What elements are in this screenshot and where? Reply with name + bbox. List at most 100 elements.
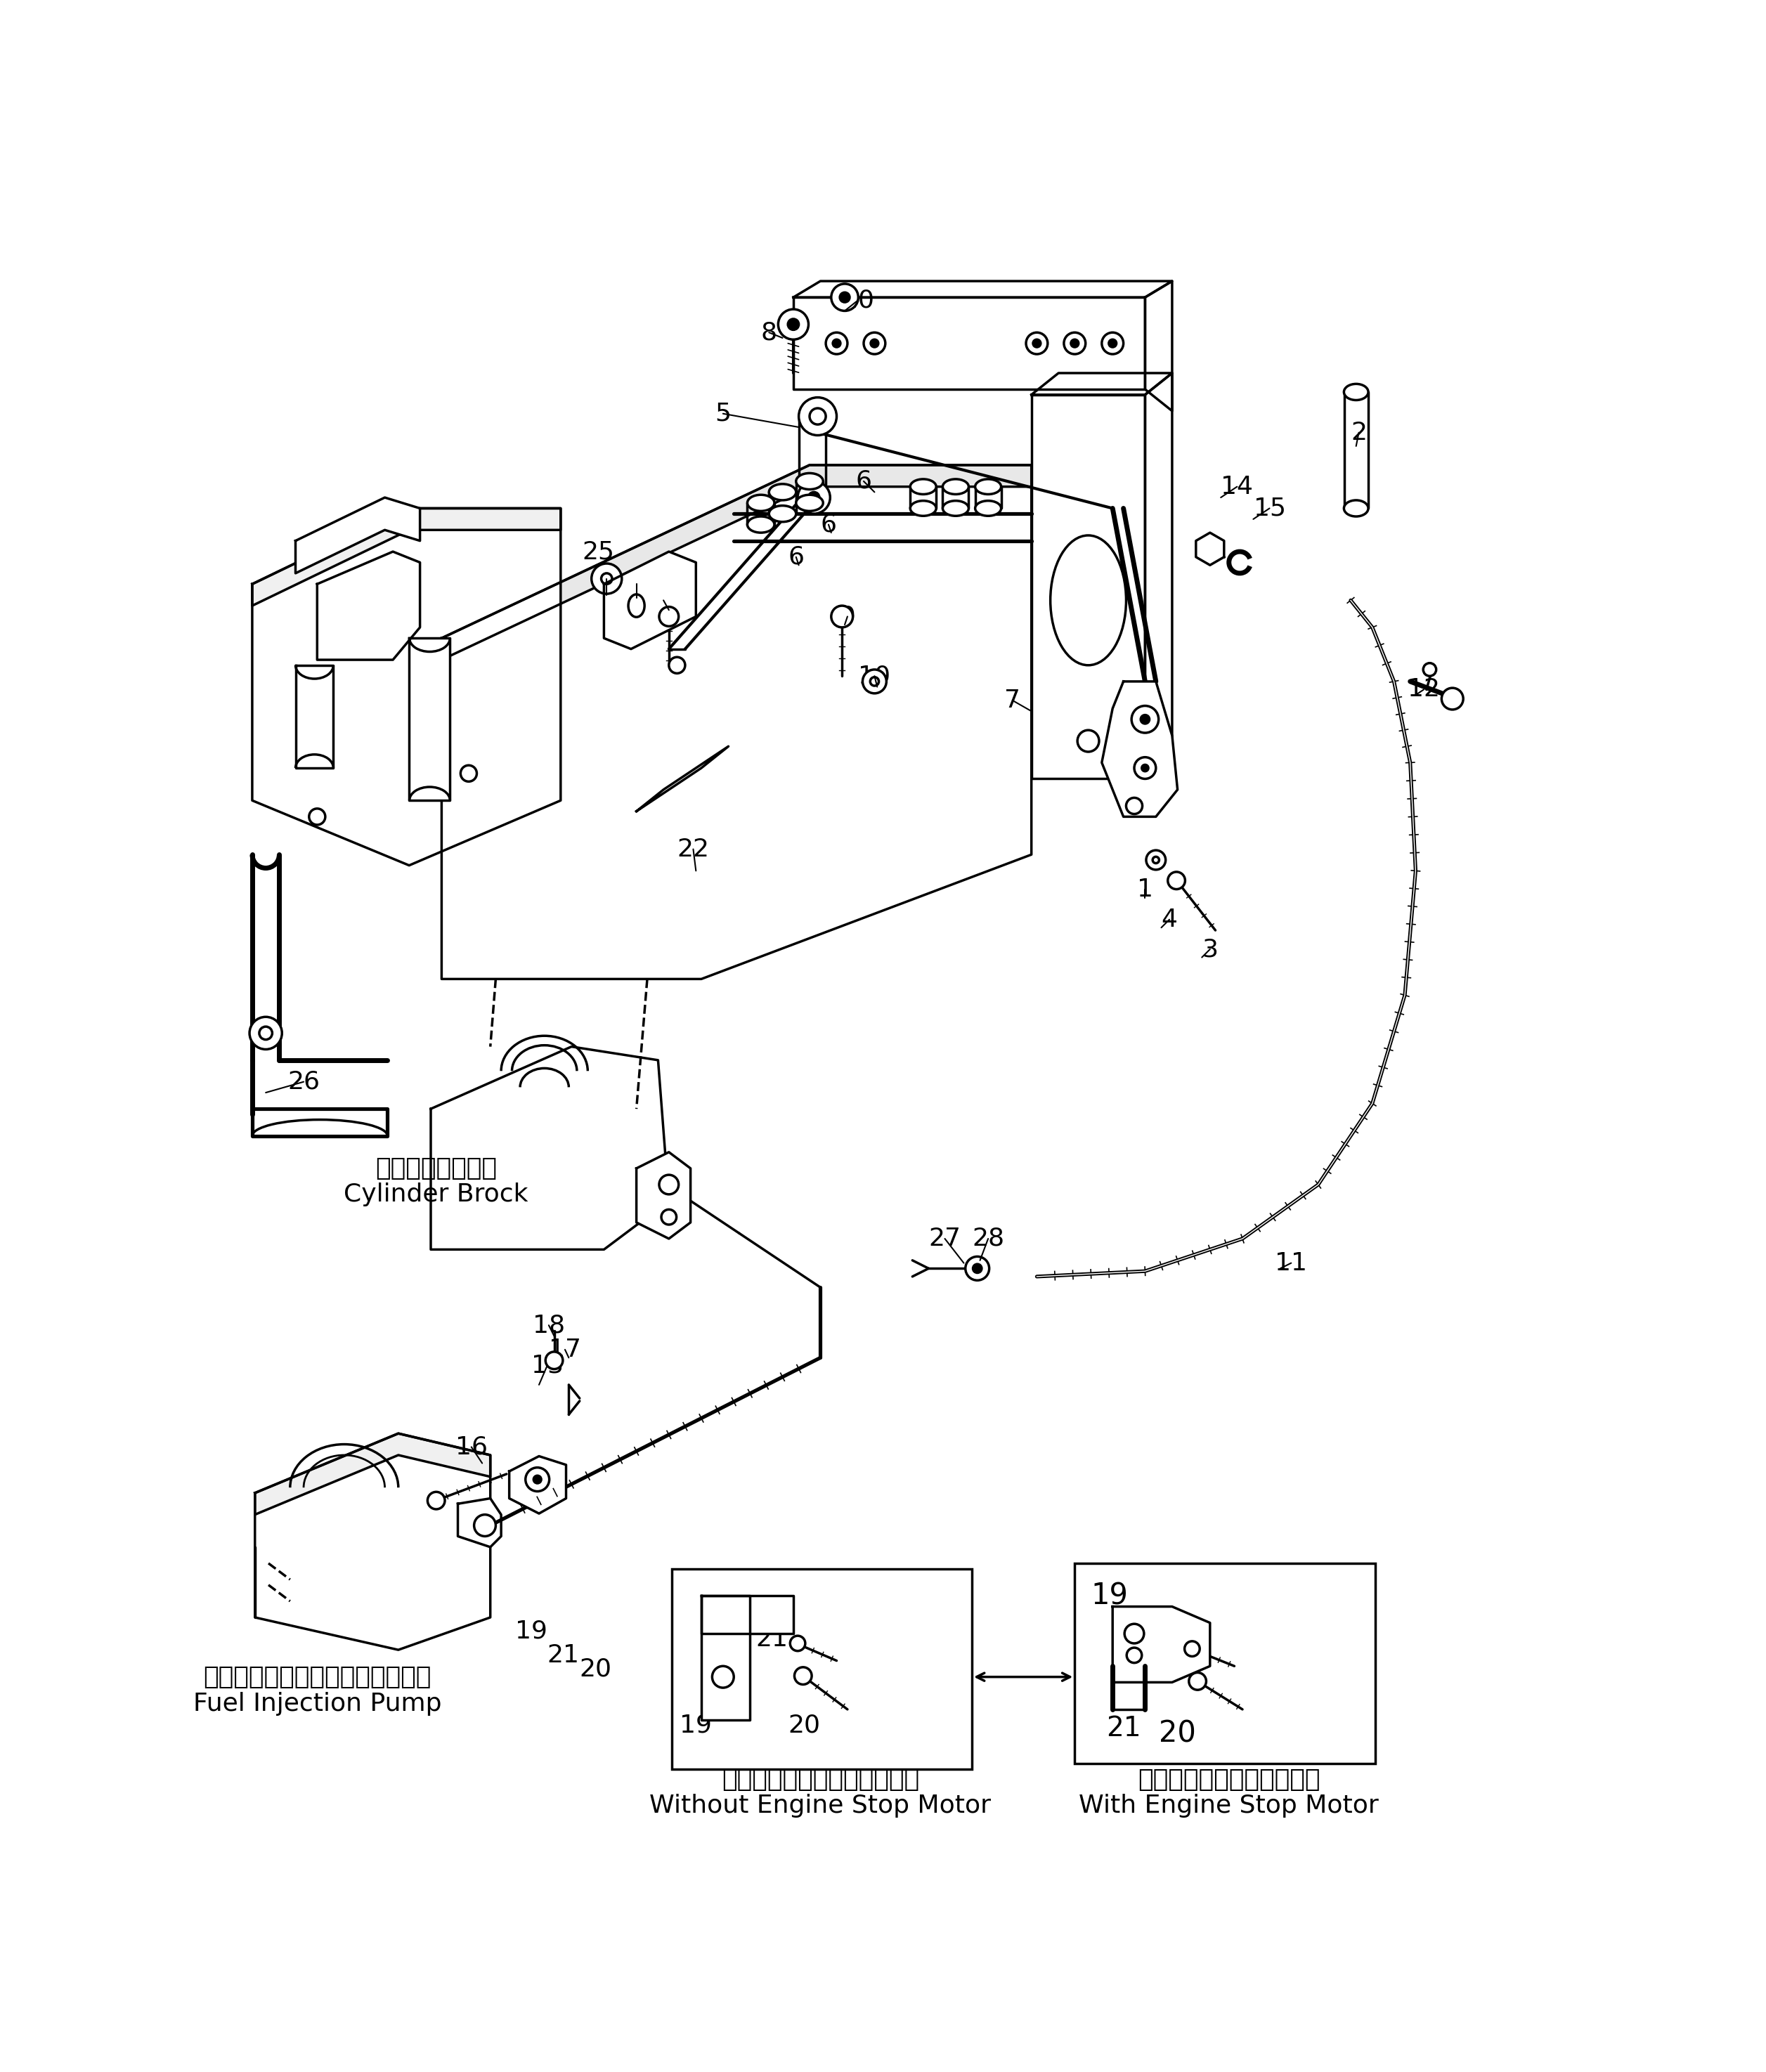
Circle shape [1125,1624,1144,1643]
Circle shape [864,332,885,354]
Text: 6: 6 [855,470,872,493]
Text: 12: 12 [1408,678,1439,702]
Ellipse shape [1344,383,1369,400]
Polygon shape [1144,373,1173,789]
Bar [671,1569,971,1769]
Polygon shape [1113,1606,1210,1682]
Circle shape [1185,1641,1199,1656]
Polygon shape [254,1434,491,1515]
Bar [1075,1562,1376,1763]
Text: 19: 19 [680,1714,712,1738]
Circle shape [260,1026,272,1040]
Circle shape [795,1668,812,1685]
Text: Cylinder Brock: Cylinder Brock [344,1183,528,1206]
Circle shape [788,319,798,329]
Polygon shape [793,296,1144,390]
Polygon shape [410,638,450,800]
Text: Fuel Injection Pump: Fuel Injection Pump [192,1693,442,1716]
Circle shape [798,481,830,514]
Polygon shape [1196,533,1224,566]
Text: エンジンストップモータなし: エンジンストップモータなし [722,1767,918,1792]
Text: 18: 18 [533,1314,565,1336]
Text: 10: 10 [842,288,874,313]
Circle shape [659,1175,678,1193]
Circle shape [461,765,477,781]
Circle shape [832,284,858,311]
Circle shape [526,1467,549,1492]
Ellipse shape [768,506,796,522]
Circle shape [546,1351,563,1370]
Polygon shape [636,1152,691,1239]
Circle shape [1141,715,1150,723]
Circle shape [1033,340,1040,348]
Circle shape [871,678,879,686]
Text: 11: 11 [1275,1251,1307,1274]
Text: 27: 27 [929,1227,961,1251]
Text: 22: 22 [676,837,710,862]
Ellipse shape [943,501,970,516]
Polygon shape [253,1109,387,1135]
Text: 1: 1 [1137,879,1153,901]
Ellipse shape [768,485,796,499]
Text: 20: 20 [579,1658,613,1680]
Polygon shape [701,1595,751,1720]
Circle shape [473,1515,496,1535]
Text: 8: 8 [761,321,777,344]
Polygon shape [253,508,560,866]
Circle shape [862,669,887,694]
Circle shape [832,605,853,628]
Text: 6: 6 [788,545,804,570]
Polygon shape [442,464,1031,978]
Polygon shape [431,1046,669,1249]
Text: 3: 3 [1203,937,1219,961]
Text: 26: 26 [288,1069,320,1094]
Polygon shape [1102,682,1178,816]
Polygon shape [798,416,826,491]
Polygon shape [295,497,420,574]
Polygon shape [1144,282,1173,410]
Ellipse shape [796,495,823,512]
Circle shape [1143,765,1148,771]
Ellipse shape [975,479,1001,495]
Circle shape [600,574,613,584]
Polygon shape [295,665,334,769]
Circle shape [1146,850,1166,870]
Polygon shape [1031,394,1144,779]
Polygon shape [793,282,1173,296]
Text: 10: 10 [858,665,890,688]
Text: 19: 19 [1091,1581,1128,1610]
Circle shape [834,340,841,348]
Circle shape [1077,729,1098,752]
Ellipse shape [909,479,936,495]
Circle shape [1441,688,1464,709]
Ellipse shape [796,472,823,489]
Circle shape [712,1666,735,1689]
Circle shape [533,1475,540,1484]
Circle shape [592,564,622,595]
Circle shape [1167,872,1185,889]
Polygon shape [254,1434,491,1649]
Text: 20: 20 [788,1714,821,1738]
Circle shape [1063,332,1086,354]
Circle shape [809,491,819,503]
Polygon shape [253,508,560,605]
Text: エンジンストップモータ付: エンジンストップモータ付 [1137,1767,1321,1792]
Text: 21: 21 [1106,1716,1141,1743]
Polygon shape [442,464,1031,659]
Circle shape [826,332,848,354]
Text: シリンダブロック: シリンダブロック [376,1156,496,1181]
Circle shape [309,808,325,825]
Circle shape [1102,332,1123,354]
Text: 7: 7 [1005,688,1021,713]
Polygon shape [636,746,728,812]
Text: 13: 13 [532,1353,563,1378]
Text: フェエルインジェクションポンプ: フェエルインジェクションポンプ [203,1666,431,1689]
Circle shape [841,292,849,303]
Polygon shape [509,1457,567,1513]
Circle shape [1423,663,1436,675]
Ellipse shape [629,595,645,617]
Circle shape [1026,332,1047,354]
Ellipse shape [909,501,936,516]
Circle shape [1134,756,1157,779]
Text: 17: 17 [549,1339,581,1361]
